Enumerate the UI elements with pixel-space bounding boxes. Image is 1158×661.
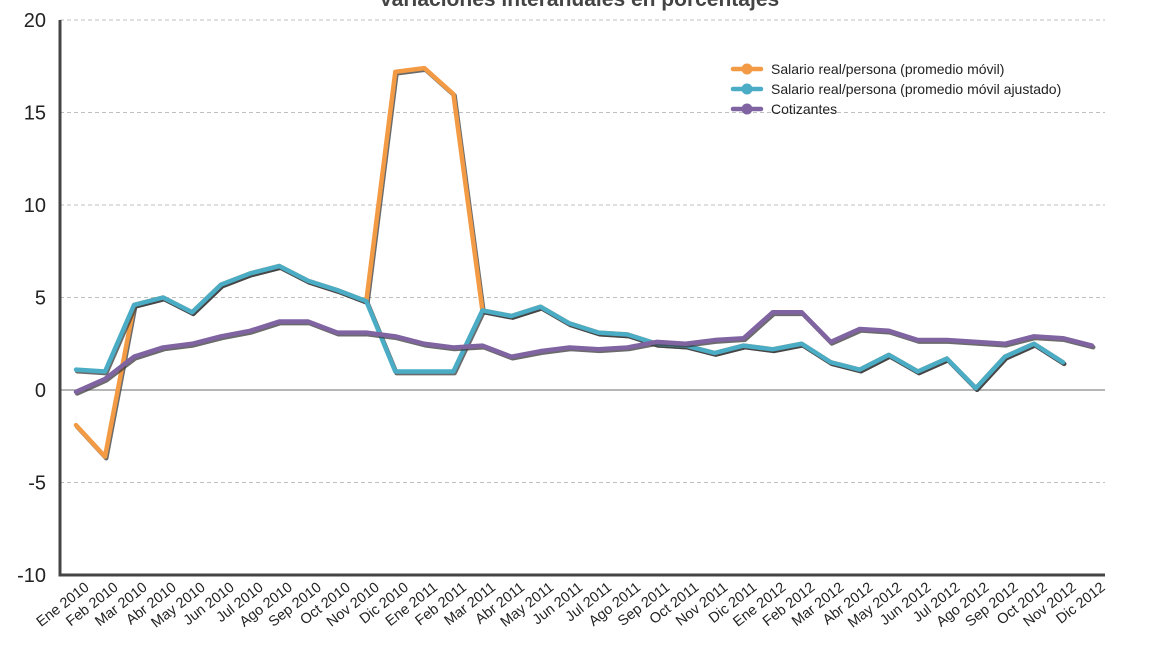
legend: Salario real/persona (promedio móvil) Sal… — [730, 61, 1061, 117]
series-line — [73, 65, 1066, 459]
series-line — [73, 310, 1095, 395]
chart-title: Variaciones interanuales en porcentajes — [379, 0, 779, 11]
series-lines — [73, 65, 1096, 461]
series-shadow — [74, 67, 1067, 461]
grid-lines — [60, 19, 1105, 483]
legend-label: Cotizantes — [771, 101, 837, 117]
y-tick-label: 5 — [35, 288, 46, 310]
legend-swatch-marker — [741, 63, 753, 75]
y-tick-label: 20 — [24, 10, 46, 32]
series-line — [73, 263, 1066, 391]
y-tick-label: -10 — [17, 565, 46, 587]
y-tick-label: 10 — [24, 195, 46, 217]
series-shadow — [74, 311, 1096, 396]
y-tick-label: 15 — [24, 103, 46, 125]
y-tick-label: -5 — [28, 473, 46, 495]
y-tick-label: 0 — [35, 380, 46, 402]
legend-swatch-marker — [741, 103, 753, 115]
legend-label: Salario real/persona (promedio móvil) — [771, 61, 1004, 77]
legend-swatch-marker — [741, 83, 753, 95]
legend-label: Salario real/persona (promedio móvil aju… — [771, 81, 1061, 97]
